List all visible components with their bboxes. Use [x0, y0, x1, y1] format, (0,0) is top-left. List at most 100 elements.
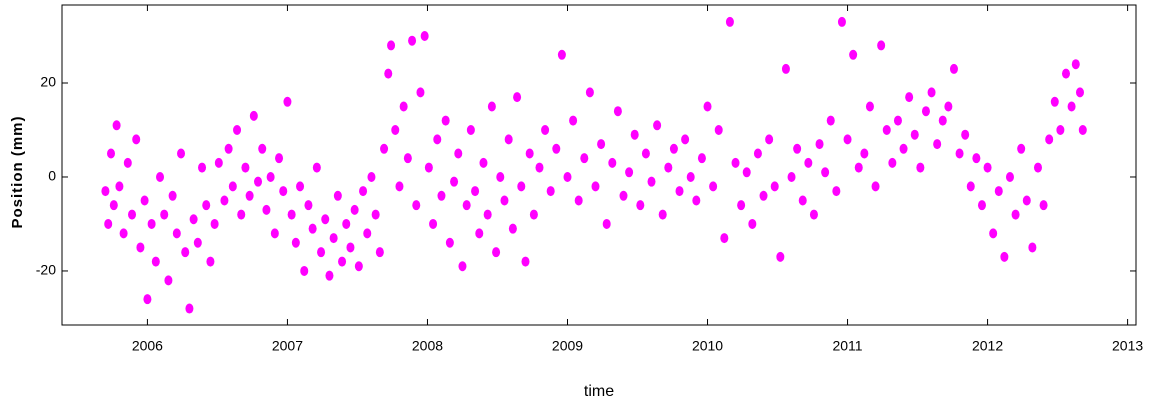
point — [1061, 68, 1070, 79]
point — [437, 190, 446, 201]
point — [504, 134, 513, 145]
point — [198, 162, 207, 173]
point — [686, 171, 695, 182]
point — [630, 129, 639, 140]
point — [563, 171, 572, 182]
point — [1005, 171, 1014, 182]
point — [921, 106, 930, 117]
point — [647, 176, 656, 187]
point — [781, 63, 790, 74]
point — [317, 247, 326, 258]
point — [359, 186, 368, 197]
point — [128, 209, 137, 220]
point — [714, 124, 723, 135]
x-tick-label: 2007 — [272, 338, 303, 354]
point — [119, 228, 128, 239]
y-axis-label: Position (mm) — [9, 116, 26, 229]
point — [669, 143, 678, 154]
point — [525, 148, 534, 159]
point — [109, 200, 118, 211]
point — [994, 186, 1003, 197]
point — [1033, 162, 1042, 173]
point — [675, 186, 684, 197]
point — [658, 209, 667, 220]
point — [837, 16, 846, 27]
point — [513, 92, 522, 103]
point — [193, 237, 202, 248]
point — [608, 157, 617, 168]
point — [450, 176, 459, 187]
x-tick-label: 2006 — [132, 338, 163, 354]
point — [787, 171, 796, 182]
point — [521, 256, 530, 267]
point — [989, 228, 998, 239]
point — [224, 143, 233, 154]
point — [1022, 195, 1031, 206]
point — [177, 148, 186, 159]
point — [304, 200, 313, 211]
point — [245, 190, 254, 201]
point — [210, 218, 219, 229]
point — [363, 228, 372, 239]
point — [262, 204, 271, 215]
point — [888, 157, 897, 168]
point — [395, 181, 404, 192]
point — [955, 148, 964, 159]
point — [466, 124, 475, 135]
point — [101, 186, 110, 197]
point — [720, 233, 729, 244]
point — [172, 228, 181, 239]
point — [325, 270, 334, 281]
point — [132, 134, 141, 145]
point — [641, 148, 650, 159]
point — [535, 162, 544, 173]
point — [1017, 143, 1026, 154]
point — [156, 171, 165, 182]
point — [933, 139, 942, 150]
point — [508, 223, 517, 234]
point — [458, 261, 467, 272]
point — [254, 176, 263, 187]
point — [1039, 200, 1048, 211]
point — [399, 101, 408, 112]
point — [625, 167, 634, 178]
point — [725, 16, 734, 27]
point — [249, 110, 258, 121]
point — [291, 237, 300, 248]
point — [107, 148, 116, 159]
plot-frame — [61, 4, 1137, 326]
point — [882, 124, 891, 135]
point — [613, 106, 622, 117]
point — [742, 167, 751, 178]
point — [569, 115, 578, 126]
point — [843, 134, 852, 145]
point — [479, 157, 488, 168]
point — [1000, 251, 1009, 262]
point — [160, 209, 169, 220]
point — [1045, 134, 1054, 145]
point — [619, 190, 628, 201]
point — [893, 115, 902, 126]
point — [420, 31, 429, 42]
point — [1056, 124, 1065, 135]
point — [905, 92, 914, 103]
point — [597, 139, 606, 150]
point — [445, 237, 454, 248]
point — [1075, 87, 1084, 98]
x-tick-label: 2010 — [692, 338, 723, 354]
point — [151, 256, 160, 267]
point — [709, 181, 718, 192]
point — [424, 162, 433, 173]
point — [143, 294, 152, 305]
point — [241, 162, 250, 173]
y-tick-label: 0 — [48, 168, 56, 184]
point — [703, 101, 712, 112]
point — [591, 181, 600, 192]
point — [300, 265, 309, 276]
point — [136, 242, 145, 253]
point — [312, 162, 321, 173]
point — [759, 190, 768, 201]
point — [692, 195, 701, 206]
point — [938, 115, 947, 126]
point — [329, 233, 338, 244]
